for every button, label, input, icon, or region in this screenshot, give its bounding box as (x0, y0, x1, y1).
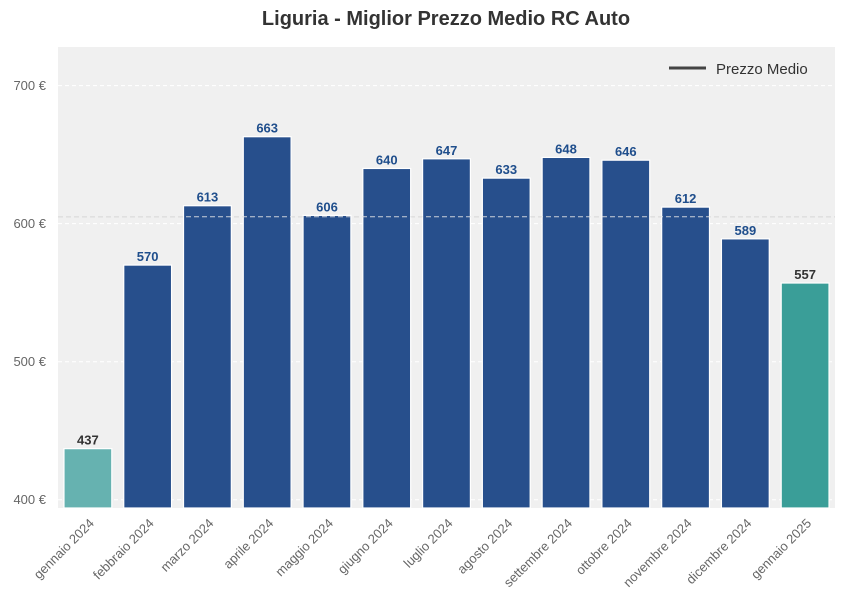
x-tick-label: maggio 2024 (272, 516, 336, 580)
bar-value-label: 640 (376, 152, 398, 167)
bar-value-label: 437 (77, 433, 99, 448)
bar-value-label: 646 (615, 144, 637, 159)
bar-value-label: 613 (197, 190, 219, 205)
x-tick-label: marzo 2024 (157, 516, 216, 575)
bar-value-label: 570 (137, 249, 159, 264)
bar[interactable] (720, 238, 770, 509)
bar[interactable] (541, 156, 591, 509)
y-tick-label: 700 € (13, 78, 46, 93)
bar[interactable] (601, 159, 651, 509)
chart-title: Liguria - Miglior Prezzo Medio RC Auto (262, 8, 630, 30)
legend-label: Prezzo Medio (716, 61, 808, 78)
bar-value-label: 606 (316, 199, 338, 214)
y-tick-label: 600 € (13, 216, 46, 231)
bars (63, 136, 830, 509)
bar[interactable] (421, 158, 472, 509)
y-axis-ticks: 400 € 500 € 600 € 700 € (13, 78, 46, 507)
bar[interactable] (242, 136, 292, 509)
x-tick-label: luglio 2024 (401, 516, 456, 571)
bar[interactable] (661, 206, 711, 509)
y-tick-label: 400 € (13, 492, 46, 507)
bar-value-label: 612 (675, 191, 697, 206)
bar[interactable] (302, 214, 352, 509)
bar[interactable] (481, 177, 531, 509)
x-tick-label: febbraio 2024 (90, 516, 157, 583)
legend[interactable]: Prezzo Medio (669, 61, 808, 78)
bar-value-label: 557 (794, 267, 816, 282)
data-labels: 437 570 613 663 606 640 647 633 648 646 612 589 557 (77, 121, 816, 448)
x-tick-label: ottobre 2024 (573, 516, 635, 578)
bar[interactable] (123, 264, 173, 509)
x-tick-label: agosto 2024 (454, 516, 515, 577)
bar-value-label: 663 (256, 121, 278, 136)
bar-value-label: 589 (734, 223, 756, 238)
x-tick-label: giugno 2024 (335, 516, 396, 577)
y-tick-label: 500 € (13, 354, 46, 369)
bar-value-label: 648 (555, 141, 577, 156)
x-tick-label: aprile 2024 (220, 516, 276, 572)
bar-value-label: 633 (495, 162, 517, 177)
bar[interactable] (362, 167, 412, 509)
bar[interactable] (63, 448, 113, 509)
x-tick-label: gennaio 2024 (31, 516, 97, 582)
x-tick-label: gennaio 2025 (748, 516, 814, 582)
bar-value-label: 647 (436, 143, 458, 158)
bar[interactable] (182, 205, 232, 509)
bar[interactable] (780, 282, 830, 509)
